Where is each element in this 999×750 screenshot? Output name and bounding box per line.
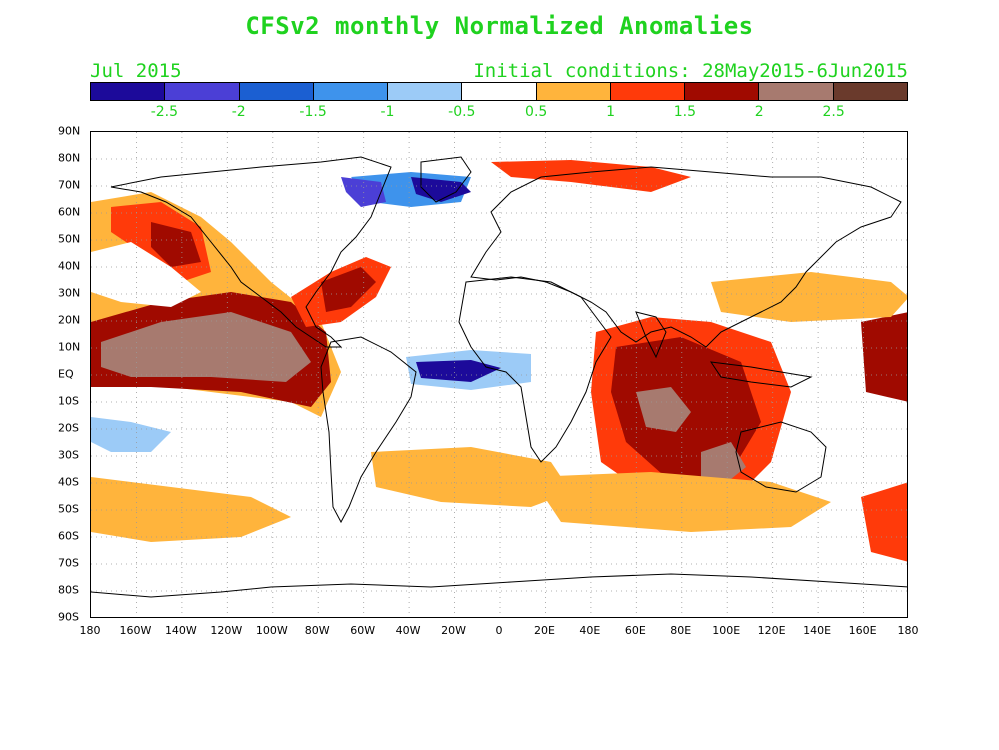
latitude-tick-label: EQ bbox=[58, 367, 74, 381]
colorbar-tick-label: -2.5 bbox=[150, 104, 179, 120]
strong-anomaly-nw-atlantic bbox=[321, 267, 376, 312]
coast-india bbox=[635, 311, 667, 359]
forecast-month-label: Jul 2015 bbox=[90, 60, 182, 82]
latitude-tick-label: 40S bbox=[58, 475, 79, 489]
longitude-tick-label: 40E bbox=[579, 624, 601, 637]
colorbar-swatch bbox=[610, 83, 686, 100]
grid-lines bbox=[91, 132, 907, 617]
colorbar-tick-label: -2 bbox=[231, 104, 246, 120]
latitude-tick-label: 40N bbox=[58, 259, 81, 273]
warm-anomaly-west-pacific bbox=[861, 312, 907, 402]
colorbar-swatch bbox=[685, 83, 760, 100]
extreme-anomaly-south-indian bbox=[701, 442, 746, 487]
longitude-tick-label: 100E bbox=[712, 624, 741, 637]
latitude-tick-label: 70S bbox=[58, 556, 79, 570]
colorbar-tick-label: 1 bbox=[606, 104, 615, 120]
longitude-tick-label: 180 bbox=[79, 624, 101, 637]
latitude-tick-label: 10S bbox=[58, 394, 79, 408]
latitude-tick-label: 10N bbox=[58, 340, 81, 354]
strong-cold-anomaly-arctic bbox=[411, 177, 471, 202]
longitude-tick-label: 80W bbox=[304, 624, 330, 637]
longitude-tick-label: 140W bbox=[164, 624, 197, 637]
extreme-anomaly-east-pacific bbox=[101, 312, 311, 382]
longitude-tick-label: 80E bbox=[670, 624, 692, 637]
longitude-tick-label: 40W bbox=[395, 624, 421, 637]
coast-north-america bbox=[110, 156, 392, 348]
cold-anomaly-south-pacific bbox=[91, 417, 171, 452]
latitude-tick-label: 80N bbox=[58, 151, 81, 165]
warm-anomaly-nw-pacific bbox=[711, 272, 907, 322]
cold-anomaly-north-pacific bbox=[91, 242, 201, 307]
colorbar bbox=[90, 82, 908, 101]
extreme-anomaly-indian-ocean bbox=[636, 387, 691, 432]
coast-greenland bbox=[420, 156, 472, 203]
latitude-tick-label: 30S bbox=[58, 448, 79, 462]
map-canvas bbox=[91, 132, 907, 617]
longitude-tick-label: 60E bbox=[624, 624, 646, 637]
longitude-tick-label: 100W bbox=[255, 624, 288, 637]
warm-anomaly-southern-atlantic bbox=[371, 447, 571, 507]
colorbar-tick-label: 0.5 bbox=[525, 104, 548, 120]
strong-cold-anomaly-equatorial-atlantic bbox=[416, 360, 501, 382]
longitude-tick-label: 140E bbox=[803, 624, 832, 637]
colorbar-tick-label: 1.5 bbox=[673, 104, 697, 120]
coast-south-america bbox=[320, 336, 417, 524]
colorbar-tick-label: -1 bbox=[380, 104, 395, 120]
longitude-tick-label: 160E bbox=[848, 624, 877, 637]
latitude-tick-label: 50N bbox=[58, 232, 81, 246]
colorbar-swatch bbox=[239, 83, 314, 100]
latitude-tick-label: 60S bbox=[58, 529, 79, 543]
colorbar-tick-label: -1.5 bbox=[299, 104, 327, 120]
initial-conditions-label: Initial conditions: 28May2015-6Jun2015 bbox=[473, 60, 908, 82]
colorbar-swatch bbox=[313, 83, 389, 100]
latitude-tick-label: 60N bbox=[58, 205, 81, 219]
longitude-tick-label: 160W bbox=[119, 624, 152, 637]
latitude-tick-label: 50S bbox=[58, 502, 79, 516]
longitude-tick-label: 20E bbox=[533, 624, 555, 637]
longitude-tick-label: 120E bbox=[757, 624, 786, 637]
coast-indonesia bbox=[709, 361, 813, 388]
longitude-tick-label: 180 bbox=[897, 624, 919, 637]
colorbar-swatch bbox=[833, 83, 907, 100]
coast-eurasia bbox=[470, 166, 902, 348]
coast-antarctica bbox=[91, 573, 907, 598]
colorbar-tick-label: 2 bbox=[754, 104, 764, 120]
latitude-tick-label: 70N bbox=[58, 178, 81, 192]
longitude-tick-label: 0 bbox=[495, 624, 503, 637]
colorbar-swatch bbox=[165, 83, 240, 100]
anomaly-fields bbox=[91, 160, 907, 562]
colorbar-swatch bbox=[536, 83, 611, 100]
strong-anomaly-ne-pacific bbox=[151, 222, 201, 267]
latitude-tick-label: 30N bbox=[58, 286, 81, 300]
latitude-tick-label: 20S bbox=[58, 421, 79, 435]
latitude-tick-label: 90S bbox=[58, 610, 79, 624]
warm-anomaly-southern-indian bbox=[531, 472, 831, 532]
colorbar-swatch bbox=[759, 83, 834, 100]
colorbar-swatch bbox=[91, 83, 166, 100]
longitude-tick-label: 60W bbox=[350, 624, 376, 637]
coast-australia bbox=[735, 421, 827, 493]
coastlines bbox=[91, 156, 907, 598]
longitude-tick-label: 120W bbox=[210, 624, 243, 637]
latitude-tick-label: 90N bbox=[58, 124, 81, 138]
latitude-tick-label: 80S bbox=[58, 583, 79, 597]
longitude-tick-label: 20W bbox=[441, 624, 466, 637]
colorbar-swatch bbox=[462, 83, 537, 100]
warm-anomaly-south-pacific bbox=[91, 477, 291, 542]
colorbar-swatch bbox=[388, 83, 463, 100]
latitude-tick-label: 20N bbox=[58, 313, 81, 327]
colorbar-tick-label: -0.5 bbox=[448, 104, 476, 120]
anomaly-map bbox=[90, 131, 908, 618]
warm-anomaly-se-pacific-tip bbox=[861, 482, 907, 562]
colorbar-tick-label: 2.5 bbox=[822, 104, 845, 120]
map-title: CFSv2 monthly Normalized Anomalies bbox=[245, 12, 754, 40]
